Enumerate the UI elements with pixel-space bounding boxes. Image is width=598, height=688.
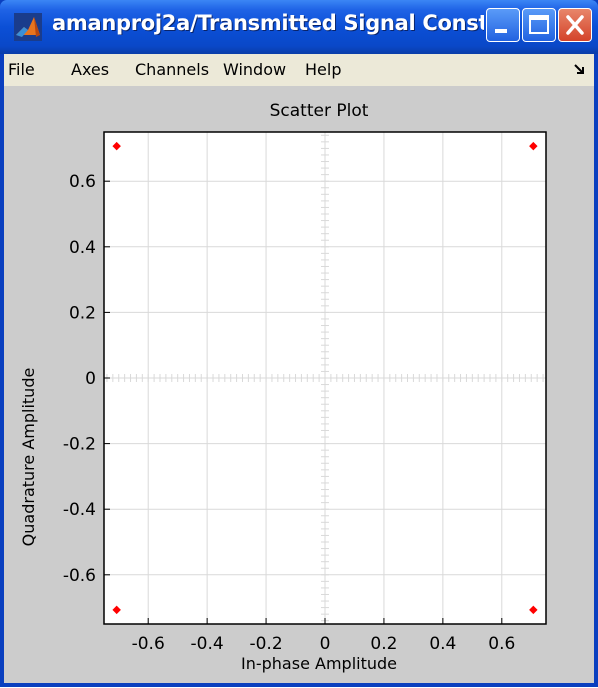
x-tick-label: -0.2 <box>249 634 282 654</box>
menu-help[interactable]: Help <box>305 60 342 79</box>
matlab-icon[interactable] <box>14 13 42 41</box>
title-bar[interactable]: amanproj2a/Transmitted Signal Constell..… <box>0 0 598 54</box>
menu-bar: File Axes Channels Window Help <box>4 54 594 86</box>
y-tick-label: 0.2 <box>69 303 96 323</box>
x-tick-label: 0.6 <box>488 634 515 654</box>
y-tick-label: -0.6 <box>63 566 96 586</box>
dock-arrow-icon[interactable] <box>572 62 586 76</box>
x-tick-label: 0 <box>320 634 331 654</box>
y-tick-label: -0.4 <box>63 500 96 520</box>
y-tick-label: 0.4 <box>69 238 96 258</box>
menu-channels[interactable]: Channels <box>135 60 210 79</box>
x-tick-label: -0.4 <box>191 634 224 654</box>
y-tick-label: 0.6 <box>69 172 96 192</box>
figure-area: Scatter Plot -0.6 -0.4 -0.2 0 0.2 0.4 0.6 -0.6 -… <box>4 86 594 683</box>
menu-file[interactable]: File <box>8 60 35 79</box>
window-title: amanproj2a/Transmitted Signal Constell..… <box>52 11 484 35</box>
minimize-icon <box>495 29 507 33</box>
x-tick-label: -0.6 <box>132 634 165 654</box>
maximize-icon <box>529 15 549 34</box>
x-tick-label: 0.4 <box>429 634 456 654</box>
y-tick-label: 0 <box>85 369 96 389</box>
x-axis-label: In-phase Amplitude <box>241 654 397 673</box>
menu-axes[interactable]: Axes <box>71 60 110 79</box>
maximize-button[interactable] <box>522 8 556 42</box>
data-point <box>529 605 538 615</box>
scatter-plot: Scatter Plot -0.6 -0.4 -0.2 0 0.2 0.4 0.6 -0.6 -… <box>19 101 547 673</box>
close-icon <box>566 15 584 35</box>
menu-window[interactable]: Window <box>223 60 287 79</box>
chart-title: Scatter Plot <box>270 101 369 121</box>
x-tick-label: 0.2 <box>370 634 397 654</box>
minimize-button[interactable] <box>486 8 520 42</box>
close-button[interactable] <box>558 8 592 42</box>
y-tick-label: -0.2 <box>63 435 96 455</box>
y-axis-label: Quadrature Amplitude <box>19 368 38 547</box>
